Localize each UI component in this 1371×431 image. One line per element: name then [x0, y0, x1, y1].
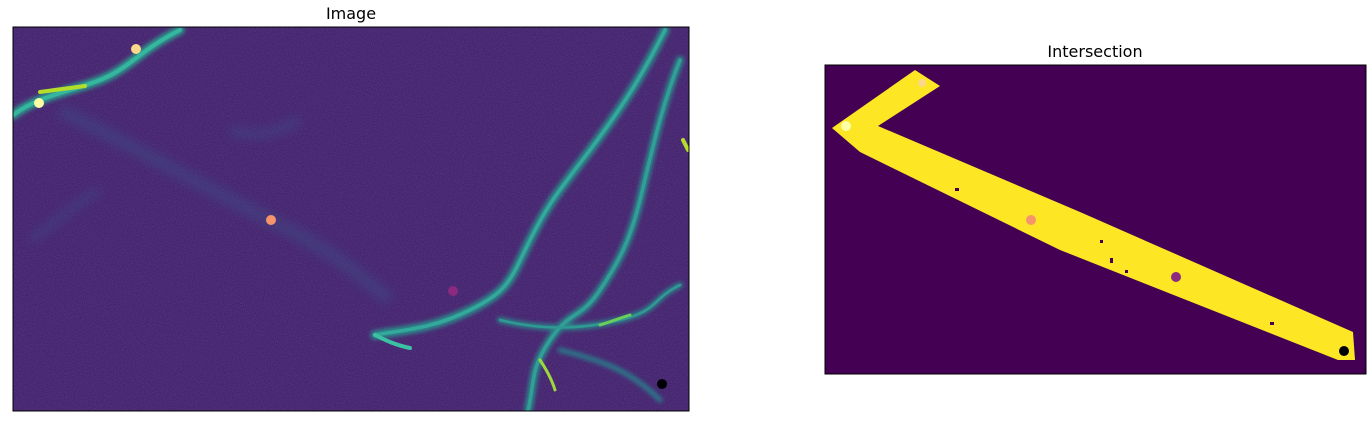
intersection-axes-frame: [824, 64, 1367, 375]
intersection-marker-5: [1339, 346, 1349, 356]
intersection-panel-title: Intersection: [1047, 42, 1143, 61]
image-panel-title: Image: [325, 4, 377, 23]
image-marker-5: [657, 379, 667, 389]
image-marker-4: [448, 286, 458, 296]
intersection-marker-3: [1026, 215, 1036, 225]
intersection-marker-2: [841, 121, 851, 131]
intersection-markers: [841, 79, 1349, 356]
intersection-marker-4: [1171, 272, 1181, 282]
image-axes-frame: [12, 26, 690, 412]
image-marker-3: [266, 215, 276, 225]
image-marker-2: [34, 98, 44, 108]
image-markers: [34, 44, 667, 389]
intersection-raster: [825, 65, 1366, 374]
image-marker-1: [131, 44, 141, 54]
intersection-marker-1: [918, 79, 926, 87]
image-raster: [13, 27, 689, 411]
